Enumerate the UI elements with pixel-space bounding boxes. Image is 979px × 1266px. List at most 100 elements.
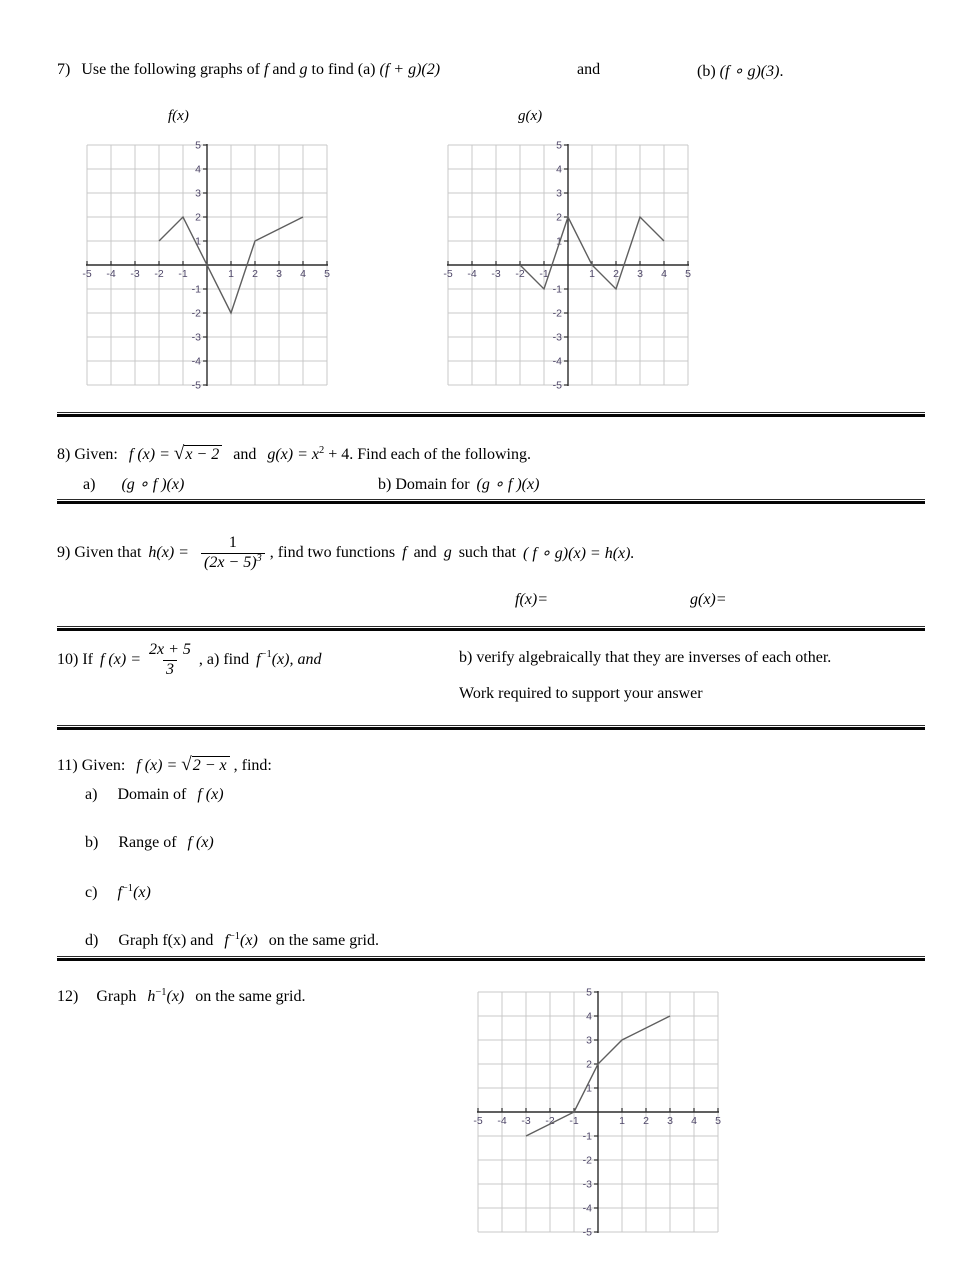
q9-frac-den-exponent: 3 xyxy=(256,552,262,564)
q7-and-mid: and xyxy=(577,61,601,78)
q8-radicand: x − 2 xyxy=(184,445,223,463)
q11-d-post: on the same grid. xyxy=(268,932,379,949)
q8-f-lhs: f (x) = xyxy=(128,446,170,463)
q11-part-b: b) Range of f (x) xyxy=(85,834,214,852)
svg-text:-5: -5 xyxy=(82,268,91,280)
svg-text:3: 3 xyxy=(195,188,201,200)
svg-text:-5: -5 xyxy=(443,268,452,280)
q11-b-text: Range of xyxy=(118,834,177,851)
svg-text:-2: -2 xyxy=(545,1115,554,1127)
graph-f: -5 -4 -3 -2 -1 1 2 3 4 5 -5 -4 -3 -2 -1 1 2 3 4 5 xyxy=(79,139,335,396)
g-graph-title: g(x) xyxy=(518,108,543,124)
svg-text:-3: -3 xyxy=(491,268,500,280)
svg-text:-2: -2 xyxy=(583,1155,592,1167)
svg-text:4: 4 xyxy=(661,268,667,280)
q7-expr-b: (f ∘ g)(3) xyxy=(719,63,780,80)
question-7-line: 7) Use the following graphs of f and g t… xyxy=(57,61,937,81)
q11-tail: , find: xyxy=(233,757,272,774)
svg-text:-5: -5 xyxy=(192,380,201,392)
q11-number: 11) Given: xyxy=(57,757,126,774)
question-8-parts: a) (g ∘ f )(x) b) Domain for (g ∘ f )(x) xyxy=(83,474,539,494)
svg-text:1: 1 xyxy=(586,1083,592,1095)
sqrt-sign: √ xyxy=(181,754,192,775)
q8-g-tail: + 4. Find each of the following. xyxy=(328,446,531,463)
svg-text:5: 5 xyxy=(586,987,592,999)
q9-mid2: such that xyxy=(458,544,517,561)
q8-a-expr: (g ∘ f )(x) xyxy=(121,476,185,493)
sqrt-sign: √ xyxy=(173,443,185,464)
svg-text:5: 5 xyxy=(715,1115,721,1127)
q11-part-a: a) Domain of f (x) xyxy=(85,786,224,804)
svg-text:5: 5 xyxy=(195,140,201,152)
q12-h-tail: (x) xyxy=(166,988,185,1005)
q12-post: on the same grid. xyxy=(195,988,306,1005)
q11-b-label: b) xyxy=(85,834,99,851)
q9-h-lhs: h(x) = xyxy=(148,544,189,561)
q8-number: 8) Given: xyxy=(57,446,118,463)
svg-text:-2: -2 xyxy=(192,308,201,320)
q9-frac-denominator: (2x − 5)3 xyxy=(200,552,265,572)
svg-text:4: 4 xyxy=(691,1115,697,1127)
svg-text:3: 3 xyxy=(586,1035,592,1047)
q10-frac-numerator: 2x + 5 xyxy=(148,641,191,659)
svg-text:4: 4 xyxy=(556,164,562,176)
q10-finv-exponent: −1 xyxy=(260,648,272,660)
q8-g-exponent: 2 xyxy=(318,445,325,456)
q11-d-pre: Graph f(x) and xyxy=(118,932,214,949)
svg-text:-2: -2 xyxy=(154,268,163,280)
svg-text:2: 2 xyxy=(643,1115,649,1127)
q11-d-exponent: −1 xyxy=(228,931,241,942)
svg-text:2: 2 xyxy=(586,1059,592,1071)
svg-text:-1: -1 xyxy=(192,284,201,296)
svg-text:-3: -3 xyxy=(521,1115,530,1127)
q12-h-base: h xyxy=(147,988,156,1005)
q8-b-label: b) Domain for xyxy=(378,476,470,493)
svg-text:-3: -3 xyxy=(583,1179,592,1191)
q7-b-label: (b) xyxy=(697,63,720,80)
q10-finv-base: f xyxy=(256,651,261,668)
q9-fx-label: f(x)= xyxy=(515,591,548,608)
svg-text:1: 1 xyxy=(589,268,595,280)
q9-mid1: , find two functions xyxy=(269,544,396,561)
q9-f-word: f xyxy=(402,544,407,561)
q11-d-label: d) xyxy=(85,932,99,949)
divider-1 xyxy=(57,412,925,417)
q9-and-word: and xyxy=(413,544,437,561)
q9-g-word: g xyxy=(443,544,452,561)
q7-f: f xyxy=(263,61,269,78)
divider-5 xyxy=(57,956,925,961)
q10-work-note: Work required to support your answer xyxy=(459,685,703,702)
q9-number: 9) Given that xyxy=(57,544,142,561)
svg-text:-1: -1 xyxy=(583,1131,592,1143)
q12-h-exponent: −1 xyxy=(155,987,167,998)
svg-text:1: 1 xyxy=(228,268,234,280)
graph-h: -5 -4 -3 -2 -1 1 2 3 4 5 -5 -4 -3 -2 -1 1 2 3 4 5 xyxy=(470,986,726,1243)
svg-text:4: 4 xyxy=(300,268,306,280)
q8-b-part: b) Domain for (g ∘ f )(x) xyxy=(378,474,539,494)
question-10-line: 10) If f (x) = 2x + 5 3 , a) find f −1 (x)… xyxy=(57,634,321,686)
q11-a-text: Domain of xyxy=(117,786,187,803)
q10-frac-denominator: 3 xyxy=(162,659,177,679)
svg-text:-5: -5 xyxy=(583,1227,592,1239)
svg-text:-4: -4 xyxy=(106,268,115,280)
svg-text:-3: -3 xyxy=(130,268,139,280)
question-11-line: 11) Given: f (x) = √2 − x , find: xyxy=(57,755,272,775)
q8-g-lhs: g(x) = x xyxy=(267,446,319,463)
svg-text:-5: -5 xyxy=(553,380,562,392)
q11-part-c: c) f−1(x) xyxy=(85,883,151,902)
q7-part-b: (b) (f ∘ g)(3). xyxy=(697,61,783,81)
q10-a-mid: , a) find xyxy=(198,651,250,668)
svg-text:-3: -3 xyxy=(553,332,562,344)
q11-c-exponent: −1 xyxy=(121,883,134,894)
divider-3 xyxy=(57,626,925,631)
svg-text:-1: -1 xyxy=(178,268,187,280)
q7-and-word: and xyxy=(268,61,300,78)
q12-pre: Graph xyxy=(96,988,137,1005)
question-9-line: 9) Given that h(x) = 1 (2x − 5)3 , find … xyxy=(57,526,634,580)
q7-number: 7) xyxy=(57,61,71,78)
q8-and: and xyxy=(233,446,257,463)
q10-finv-tail: (x), and xyxy=(271,651,322,668)
q11-a-label: a) xyxy=(85,786,98,803)
q10-number: 10) If xyxy=(57,651,93,668)
